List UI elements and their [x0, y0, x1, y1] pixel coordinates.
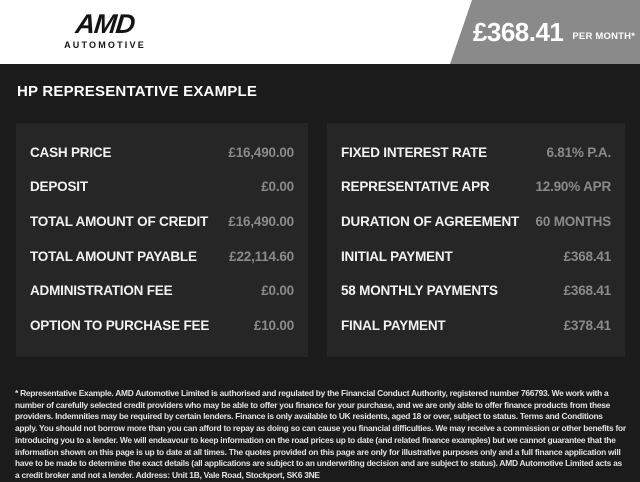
value-monthly-payments: £368.41 [563, 283, 612, 299]
row-representative-apr: REPRESENTATIVE APR 12.90% APR [341, 170, 611, 205]
label-administration-fee: ADMINISTRATION FEE [30, 283, 173, 299]
value-fixed-interest-rate: 6.81% P.A. [546, 144, 611, 160]
label-cash-price: CASH PRICE [30, 144, 112, 160]
value-deposit: £0.00 [261, 179, 294, 195]
brand-logo-subtext: AUTOMOTIVE [64, 40, 146, 50]
monthly-price-badge: £368.41 PER MONTH* [450, 0, 640, 64]
value-initial-payment: £368.41 [563, 248, 612, 264]
label-representative-apr: REPRESENTATIVE APR [341, 179, 490, 195]
label-fixed-interest-rate: FIXED INTEREST RATE [341, 144, 487, 160]
brand-logo: AMD AUTOMOTIVE [62, 9, 148, 50]
label-deposit: DEPOSIT [30, 179, 88, 195]
page-title: HP REPRESENTATIVE EXAMPLE [17, 83, 258, 100]
finance-panel-left: CASH PRICE £16,490.00 DEPOSIT £0.00 TOTA… [16, 123, 308, 357]
row-final-payment: FINAL PAYMENT £378.41 [341, 308, 611, 343]
disclaimer-text: * Representative Example. AMD Automotive… [15, 388, 626, 480]
monthly-price-amount: £368.41 [472, 16, 564, 47]
row-cash-price: CASH PRICE £16,490.00 [30, 135, 294, 170]
monthly-price-suffix: PER MONTH* [572, 31, 636, 42]
row-initial-payment: INITIAL PAYMENT £368.41 [341, 239, 611, 274]
label-option-to-purchase-fee: OPTION TO PURCHASE FEE [30, 317, 210, 333]
row-monthly-payments: 58 MONTHLY PAYMENTS £368.41 [341, 273, 611, 308]
value-duration-of-agreement: 60 MONTHS [535, 213, 612, 229]
header: AMD AUTOMOTIVE £368.41 PER MONTH* [0, 0, 640, 64]
row-total-amount-payable: TOTAL AMOUNT PAYABLE £22,114.60 [30, 239, 294, 274]
row-fixed-interest-rate: FIXED INTEREST RATE 6.81% P.A. [341, 135, 611, 170]
value-total-amount-payable: £22,114.60 [229, 248, 294, 264]
row-duration-of-agreement: DURATION OF AGREEMENT 60 MONTHS [341, 204, 611, 239]
label-duration-of-agreement: DURATION OF AGREEMENT [341, 213, 520, 229]
label-initial-payment: INITIAL PAYMENT [341, 248, 453, 264]
value-cash-price: £16,490.00 [228, 144, 294, 160]
value-administration-fee: £0.00 [261, 283, 294, 299]
value-total-amount-of-credit: £16,490.00 [228, 213, 294, 229]
value-option-to-purchase-fee: £10.00 [253, 317, 294, 333]
label-final-payment: FINAL PAYMENT [341, 317, 446, 333]
row-total-amount-of-credit: TOTAL AMOUNT OF CREDIT £16,490.00 [30, 204, 294, 239]
label-total-amount-of-credit: TOTAL AMOUNT OF CREDIT [30, 213, 209, 229]
row-administration-fee: ADMINISTRATION FEE £0.00 [30, 273, 294, 308]
label-total-amount-payable: TOTAL AMOUNT PAYABLE [30, 248, 197, 264]
value-representative-apr: 12.90% APR [535, 179, 611, 195]
brand-logo-text: AMD [74, 9, 136, 39]
finance-panel-right: FIXED INTEREST RATE 6.81% P.A. REPRESENT… [327, 123, 625, 357]
row-deposit: DEPOSIT £0.00 [30, 170, 294, 205]
row-option-to-purchase-fee: OPTION TO PURCHASE FEE £10.00 [30, 308, 294, 343]
value-final-payment: £378.41 [563, 317, 612, 333]
label-monthly-payments: 58 MONTHLY PAYMENTS [341, 283, 498, 299]
